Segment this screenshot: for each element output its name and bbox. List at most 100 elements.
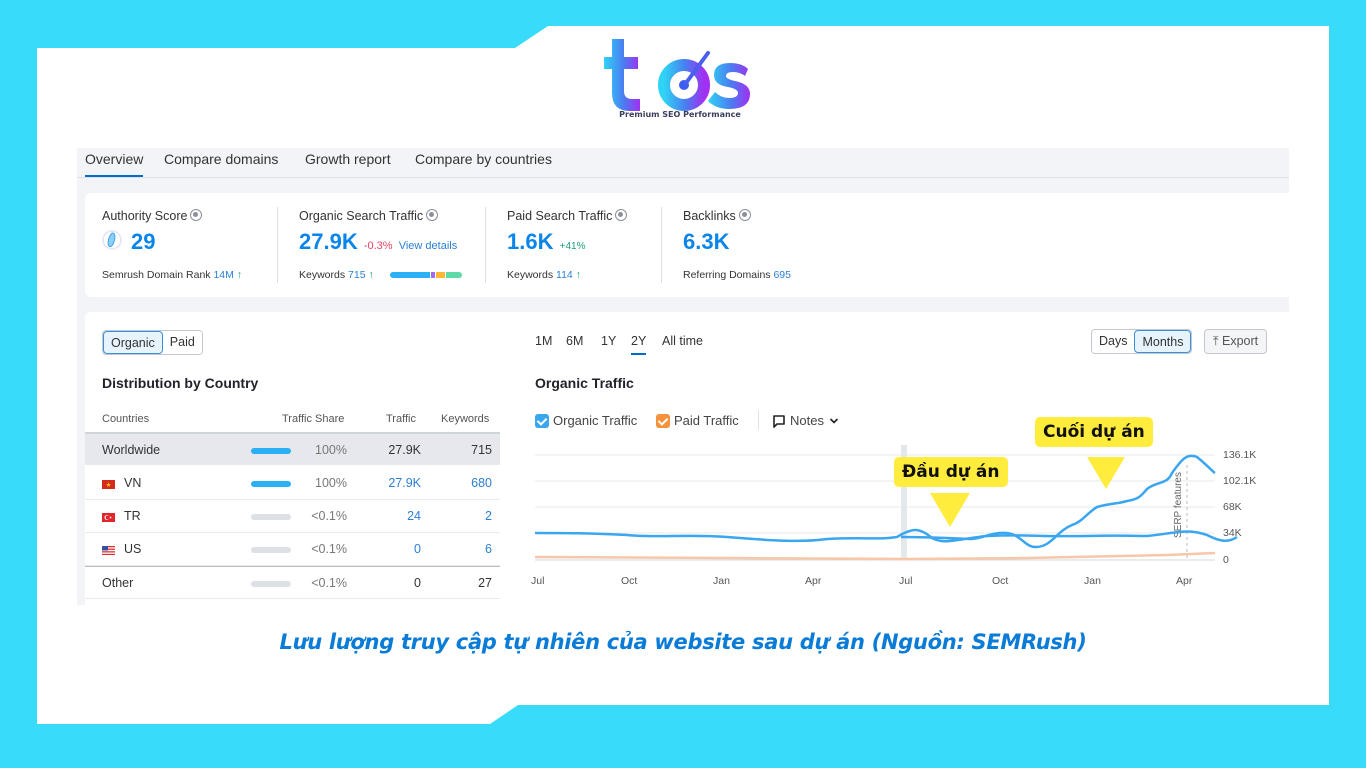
- notes-dropdown[interactable]: Notes: [772, 413, 839, 428]
- country-name: Worldwide: [102, 443, 161, 457]
- traffic-share: <0.1%: [311, 576, 347, 590]
- backlinks-label: Backlinks: [683, 209, 736, 223]
- tab-growth-report[interactable]: Growth report: [305, 151, 391, 167]
- paid-traffic-value[interactable]: 1.6K: [507, 229, 554, 254]
- x-tick: Jan: [713, 575, 730, 587]
- callout-project-end: Cuối dự án: [1035, 417, 1153, 447]
- traffic-value[interactable]: 24: [407, 509, 421, 523]
- info-icon[interactable]: [426, 209, 439, 221]
- traffic-share-bar: [251, 547, 291, 553]
- y-tick: 34K: [1223, 527, 1242, 539]
- info-icon[interactable]: [738, 209, 751, 221]
- col-countries: Countries: [102, 413, 150, 425]
- x-tick: Jan: [1084, 575, 1101, 587]
- table-row-vn[interactable]: VN 100% 27.9K 680: [85, 467, 500, 500]
- organic-traffic-line-y2: [900, 454, 1216, 549]
- info-icon[interactable]: [190, 209, 203, 221]
- traffic-share-bar: [251, 514, 291, 520]
- paid-keywords-value[interactable]: 114: [556, 269, 573, 281]
- turkey-flag-icon: [102, 513, 115, 522]
- legend-paid[interactable]: Paid Traffic: [656, 413, 739, 428]
- traffic-share: 100%: [315, 443, 347, 457]
- traffic-value: 27.9K: [388, 443, 421, 457]
- referring-domains-value[interactable]: 695: [773, 269, 791, 281]
- selected-month-marker: [901, 445, 907, 560]
- tab-compare-domains[interactable]: Compare domains: [164, 151, 279, 167]
- info-icon[interactable]: [615, 209, 628, 221]
- y-tick: 136.1K: [1223, 449, 1256, 461]
- granularity-toggle: Days Months: [1091, 329, 1193, 354]
- traffic-share-bar: [251, 481, 291, 487]
- table-row-tr[interactable]: TR <0.1% 24 2: [85, 500, 500, 533]
- traffic-share: <0.1%: [311, 542, 347, 556]
- days-button[interactable]: Days: [1092, 330, 1135, 353]
- keywords-value[interactable]: 2: [485, 509, 492, 523]
- traffic-value[interactable]: 0: [414, 542, 421, 556]
- period-6m[interactable]: 6M: [566, 334, 584, 348]
- paid-traffic-line: [534, 551, 1216, 561]
- metrics-card: Authority Score 29 Semrush Domain Rank 1…: [85, 193, 1289, 297]
- organic-traffic-chart[interactable]: SERP features 136.1K 102.1K 68K 34K 0 Ju…: [527, 443, 1267, 593]
- traffic-share: 100%: [315, 476, 347, 490]
- backlinks-value[interactable]: 6.3K: [683, 229, 730, 254]
- tab-compare-by-countries[interactable]: Compare by countries: [415, 151, 552, 167]
- table-row-worldwide[interactable]: Worldwide 100% 27.9K 715: [85, 432, 500, 465]
- authority-score-value: 29: [131, 229, 156, 254]
- export-button[interactable]: ⤒ Export: [1204, 329, 1268, 354]
- paid-traffic-change: +41%: [559, 241, 586, 252]
- legend-organic[interactable]: Organic Traffic: [535, 413, 637, 428]
- traffic-share-bar: [251, 448, 291, 454]
- paid-toggle-button[interactable]: Paid: [162, 331, 202, 354]
- export-label: Export: [1222, 334, 1259, 348]
- country-name: TR: [124, 509, 141, 523]
- x-tick: Apr: [805, 575, 822, 587]
- serp-features-label: SERP features: [1173, 472, 1184, 538]
- period-1m[interactable]: 1M: [535, 334, 553, 348]
- table-row-us[interactable]: US <0.1% 0 6: [85, 533, 500, 566]
- col-traffic[interactable]: Traffic: [386, 413, 416, 425]
- view-details-link[interactable]: View details: [398, 240, 458, 252]
- months-button[interactable]: Months: [1134, 330, 1192, 353]
- paid-keywords-label: Keywords: [507, 269, 554, 281]
- note-icon: [773, 414, 785, 428]
- period-2y[interactable]: 2Y: [631, 334, 647, 355]
- traffic-share-bar: [251, 581, 291, 587]
- keywords-value[interactable]: 6: [485, 542, 492, 556]
- domain-rank-value[interactable]: 14M: [213, 269, 234, 281]
- period-1y[interactable]: 1Y: [601, 334, 617, 348]
- vietnam-flag-icon: [102, 480, 115, 489]
- divider: [277, 207, 278, 283]
- keywords-value: 27: [478, 576, 492, 590]
- callout-project-start: Đầu dự án: [894, 457, 1008, 487]
- domain-rank: Semrush Domain Rank 14M ↑: [102, 269, 243, 281]
- authority-gauge-icon: [102, 230, 122, 256]
- organic-traffic-label: Organic Search Traffic: [299, 209, 424, 223]
- arrow-down-end-icon: [1087, 457, 1125, 489]
- chart-title: Organic Traffic: [535, 375, 634, 391]
- keywords-value: 715: [471, 443, 492, 457]
- y-tick: 102.1K: [1223, 475, 1256, 487]
- organic-traffic-value[interactable]: 27.9K: [299, 229, 358, 254]
- divider: [485, 207, 486, 283]
- x-tick: Jul: [899, 575, 912, 587]
- checkbox-checked-icon: [535, 413, 549, 428]
- arrow-up-icon: ↑: [236, 269, 243, 281]
- col-traffic-share[interactable]: Traffic Share: [282, 413, 345, 425]
- paid-traffic-label: Paid Search Traffic: [507, 209, 613, 223]
- col-keywords[interactable]: Keywords: [441, 413, 490, 425]
- traffic-value[interactable]: 27.9K: [388, 476, 421, 490]
- arrow-down-start-icon: [930, 493, 970, 527]
- organic-keywords-value[interactable]: 715: [348, 269, 366, 281]
- arrow-up-icon: ↑: [575, 269, 581, 281]
- keywords-value[interactable]: 680: [471, 476, 492, 490]
- divider: [758, 410, 759, 430]
- organic-toggle-button[interactable]: Organic: [103, 331, 163, 354]
- period-all-time[interactable]: All time: [662, 334, 703, 348]
- semrush-screenshot: Overview Compare domains Growth report C…: [77, 148, 1289, 605]
- x-tick: Jul: [531, 575, 544, 587]
- tab-overview[interactable]: Overview: [85, 151, 144, 177]
- y-tick: 68K: [1223, 501, 1242, 513]
- tos-logo: [604, 39, 750, 111]
- upload-icon: ⤒: [1213, 334, 1219, 348]
- caption: Lưu lượng truy cập tự nhiên của website …: [279, 630, 1087, 654]
